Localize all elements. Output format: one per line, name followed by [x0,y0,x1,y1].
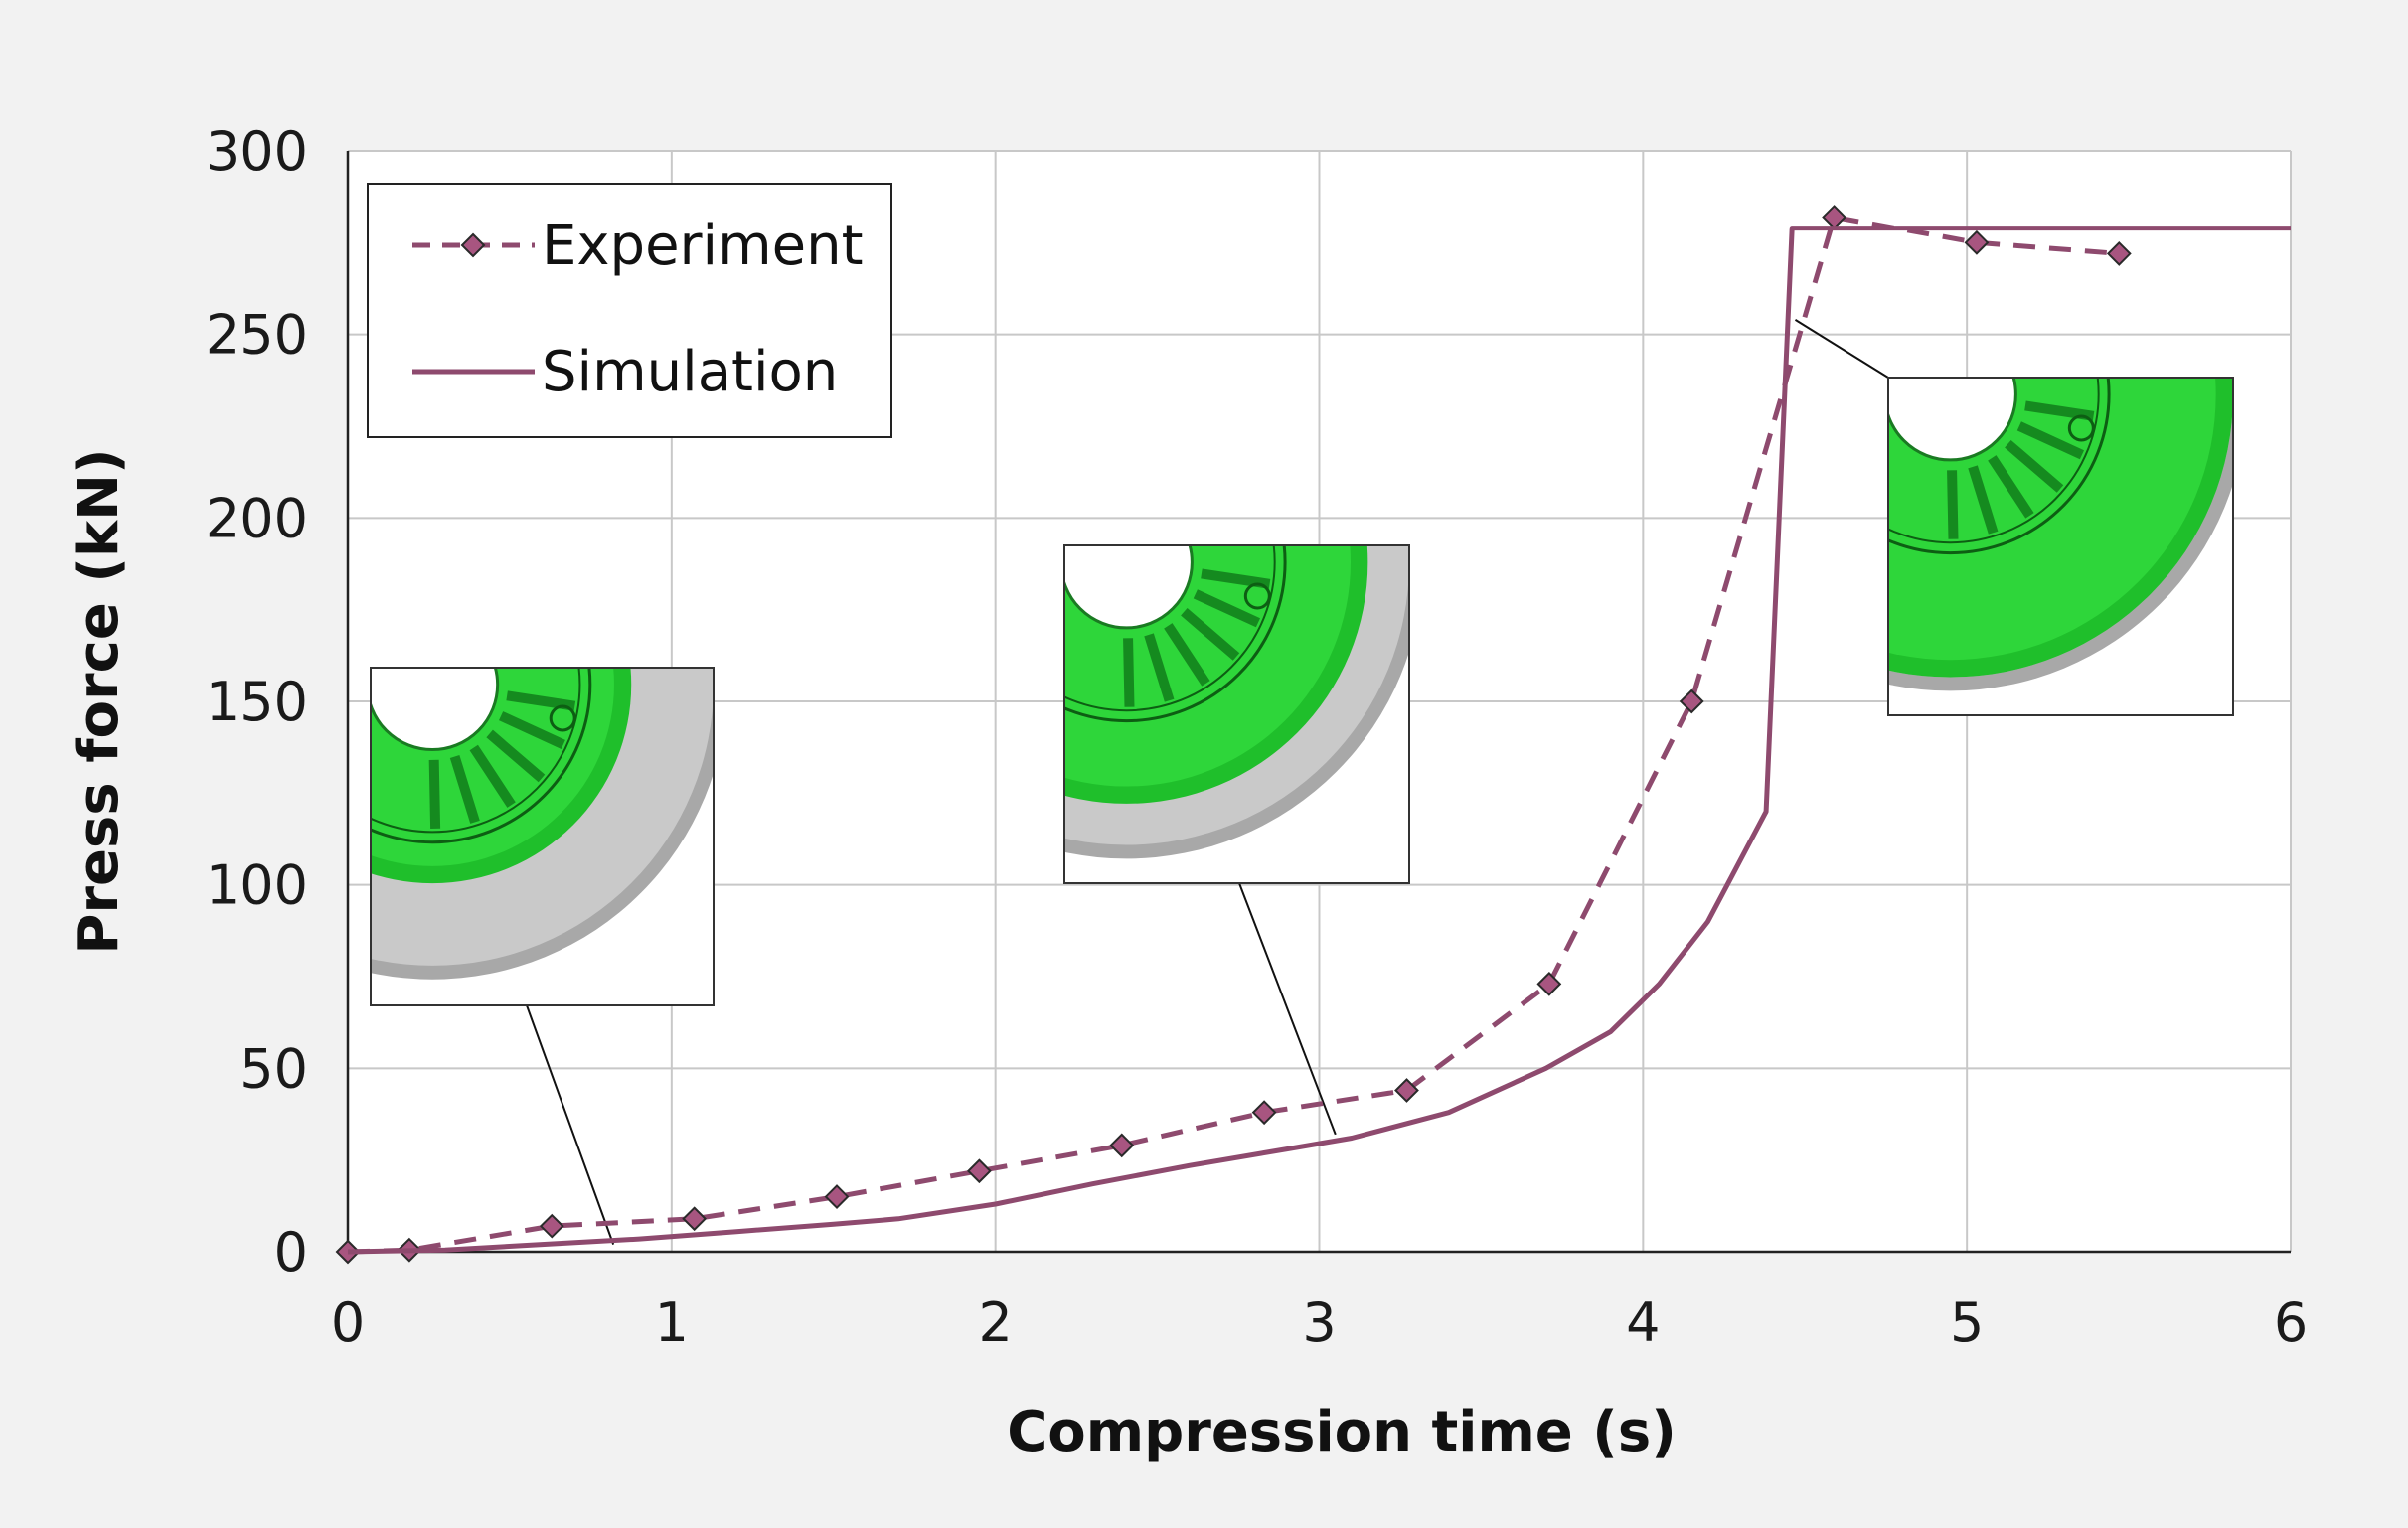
x-tick-label: 1 [655,1292,689,1354]
x-tick-label: 2 [978,1292,1012,1354]
y-tick-label: 50 [240,1037,308,1100]
legend-box [367,183,892,438]
deformation-inset-early-pointer [526,1004,615,1245]
deformation-inset-full [1887,377,2234,716]
deformation-inset-mid [1063,544,1410,884]
legend-simulation-label: Simulation [542,340,838,404]
x-tick-label: 3 [1302,1292,1336,1354]
experiment-point [2106,240,2132,266]
series-simulation-line [347,226,2291,1255]
experiment-point [1679,688,1704,714]
series-layer [335,205,2291,1265]
experiment-point [682,1206,708,1232]
y-tick-label: 300 [206,120,308,183]
experiment-point [539,1213,564,1239]
y-tick-label: 100 [206,854,308,917]
deformation-inset-mid-pointer [1238,882,1337,1136]
x-tick-label: 6 [2274,1292,2308,1354]
legend: Experiment Simulation [367,183,892,438]
x-axis-title: Compression time (s) [1007,1400,1677,1464]
series-experiment-line [347,215,2120,1255]
legend-experiment-marker [460,232,486,258]
deformation-inset-full-pointer [1794,319,1889,379]
x-tick-label: 0 [331,1292,365,1354]
experiment-point [1109,1133,1135,1158]
x-tick-label: 5 [1950,1292,1984,1354]
x-tick-label: 4 [1626,1292,1660,1354]
inset-layer [370,377,2234,1006]
y-tick-label: 200 [206,487,308,549]
inset-pointer-layer [526,319,1889,1245]
legend-experiment-label: Experiment [542,214,864,278]
experiment-point [1964,229,1990,255]
y-axis-title: Press force (kN) [67,448,131,954]
experiment-point [966,1158,992,1184]
y-tick-label: 0 [274,1221,308,1284]
experiment-point [824,1184,850,1210]
y-tick-label: 250 [206,304,308,367]
experiment-point [1536,971,1562,996]
axes-layer: 0 1 2 3 4 5 6 0 50 100 150 200 250 300 [206,120,2308,1354]
experiment-point [1394,1078,1419,1103]
y-tick-label: 150 [206,671,308,733]
experiment-point [1251,1100,1277,1126]
deformation-inset-early [370,667,715,1006]
